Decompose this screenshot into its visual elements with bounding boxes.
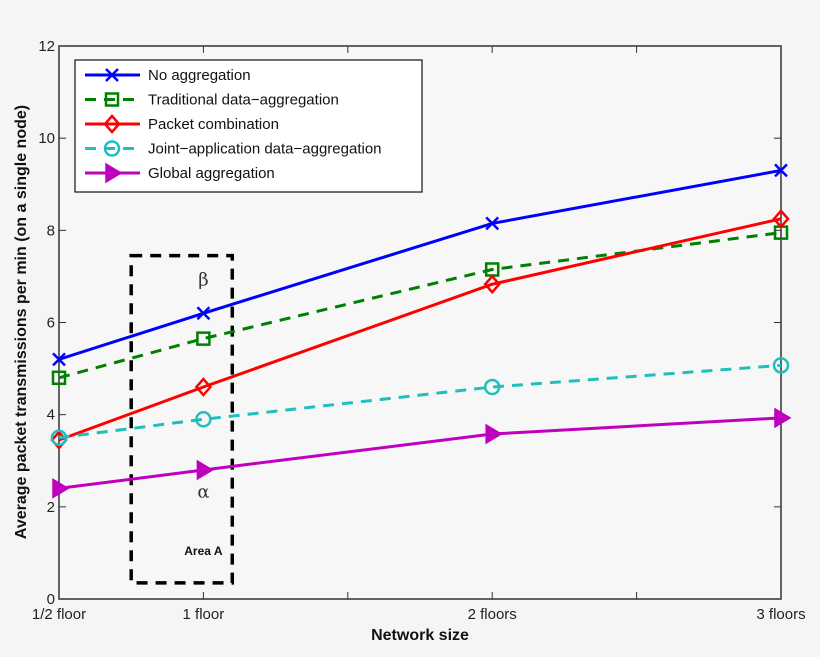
legend: No aggregation Traditional data−aggregati… (74, 59, 423, 193)
x-tick-label: 2 floors (468, 606, 517, 623)
x-marker (196, 306, 211, 321)
legend-item: Packet combination (85, 114, 279, 134)
series-2 (50, 208, 790, 450)
legend-item: Joint−application data−aggregation (85, 140, 382, 158)
series-3 (50, 357, 790, 446)
x-tick-label: 3 floors (756, 606, 805, 623)
x-tick-label: 1/2 floor (32, 606, 86, 623)
dashed-box (129, 253, 235, 585)
legend-label: Joint−application data−aggregation (148, 141, 382, 158)
legend-item: Global aggregation (85, 162, 275, 184)
legend-label: Global aggregation (148, 165, 275, 182)
y-tick-label: 4 (47, 407, 55, 424)
series-line (58, 168, 782, 361)
x-axis-title: Network size (371, 627, 469, 644)
triangle-right-icon (105, 162, 123, 184)
legend-label: No aggregation (148, 67, 251, 84)
legend-label: Packet combination (148, 116, 279, 133)
data-series (50, 163, 792, 499)
x-icon (105, 68, 119, 82)
legend-label: Traditional data−aggregation (148, 92, 339, 109)
series-line (58, 217, 782, 442)
square-marker (51, 370, 67, 386)
circle-marker (772, 357, 790, 374)
alpha-label: α (197, 482, 209, 503)
x-tick-label: 1 floor (183, 606, 225, 623)
triangle-right-marker (196, 459, 214, 481)
circle-icon (103, 140, 121, 157)
axes: 0 2 4 6 8 10 12 1/2 floor 1 floor 2 floors 3 floor… (32, 38, 806, 623)
y-tick-label: 10 (38, 130, 55, 147)
series-4 (52, 407, 792, 499)
diamond-marker (194, 377, 213, 397)
triangle-right-marker (774, 407, 792, 429)
y-tick-label: 6 (47, 315, 55, 332)
y-axis-title: Average packet transmissions per min (on… (13, 105, 30, 539)
y-tick-label: 12 (38, 38, 55, 55)
triangle-right-marker (52, 478, 70, 499)
series-line (58, 416, 782, 490)
circle-marker (195, 411, 212, 428)
triangle-right-marker (485, 423, 503, 445)
circle-marker (50, 429, 68, 446)
x-marker (52, 352, 66, 367)
x-marker (485, 216, 500, 231)
area-a-highlight-box: β α Area A (129, 253, 235, 585)
legend-box (74, 59, 423, 193)
diamond-marker (772, 208, 790, 229)
diamond-icon (103, 114, 121, 134)
beta-label: β (198, 270, 208, 291)
x-marker (774, 163, 788, 178)
diamond-marker (483, 274, 501, 295)
y-tick-label: 2 (47, 499, 55, 516)
legend-item: Traditional data−aggregation (85, 92, 339, 109)
y-tick-label: 0 (47, 591, 55, 608)
legend-item: No aggregation (85, 67, 251, 84)
square-marker (196, 331, 211, 346)
area-a-label: Area A (184, 544, 223, 558)
series-line (58, 363, 782, 440)
square-icon (104, 92, 120, 107)
y-tick-label: 8 (47, 222, 55, 239)
series-0 (52, 163, 788, 367)
circle-marker (483, 378, 501, 396)
